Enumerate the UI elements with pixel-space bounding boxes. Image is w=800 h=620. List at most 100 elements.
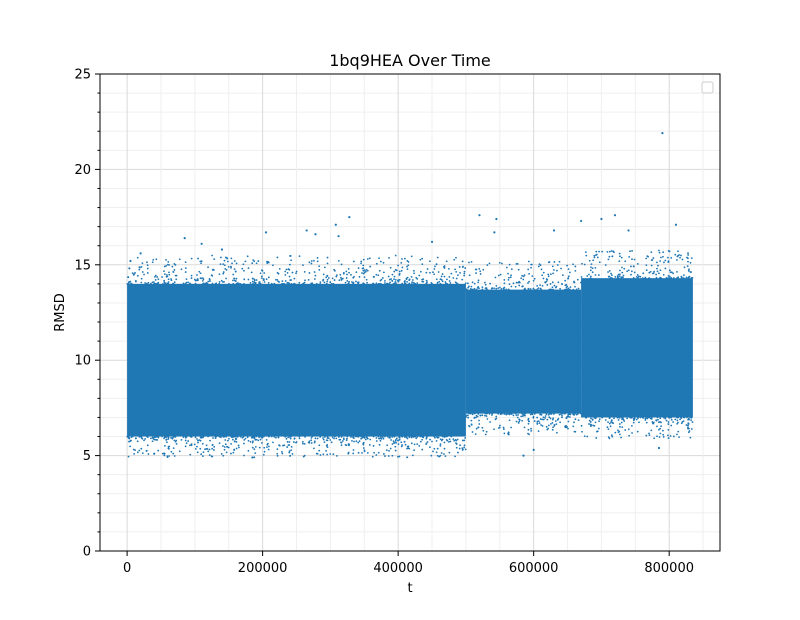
scatter-point [495, 415, 498, 418]
scatter-point [289, 255, 292, 257]
scatter-point [435, 263, 438, 266]
scatter-point [230, 443, 232, 445]
scatter-point [362, 269, 365, 272]
scatter-point [242, 263, 245, 266]
scatter-point [588, 273, 590, 276]
scatter-point [243, 278, 246, 281]
scatter-point [263, 281, 266, 283]
scatter-point [475, 268, 478, 271]
scatter-point [262, 453, 265, 456]
scatter-point [238, 282, 240, 285]
scatter-point [636, 430, 639, 433]
scatter-outlier-point [495, 217, 498, 221]
scatter-point [298, 435, 301, 438]
scatter-point [676, 422, 679, 425]
scatter-point [208, 278, 211, 281]
scatter-point [389, 447, 392, 450]
scatter-point [308, 272, 311, 274]
scatter-point [656, 425, 658, 428]
scatter-point [214, 282, 217, 285]
scatter-point [288, 275, 291, 278]
scatter-point [678, 436, 680, 439]
scatter-point [551, 418, 554, 421]
scatter-point [574, 269, 577, 272]
scatter-point [630, 424, 633, 427]
scatter-point [326, 278, 329, 281]
scatter-point [232, 273, 235, 276]
scatter-point [394, 281, 397, 283]
scatter-point [533, 277, 536, 280]
scatter-outlier-point [661, 132, 664, 135]
scatter-point [295, 272, 297, 275]
scatter-point [257, 439, 260, 442]
scatter-point [624, 260, 627, 263]
scatter-point [406, 447, 408, 450]
scatter-point [488, 413, 491, 415]
scatter-point [283, 282, 286, 285]
scatter-point [527, 268, 530, 271]
scatter-point [363, 450, 366, 453]
scatter-point [435, 451, 438, 454]
scatter-point [225, 268, 228, 271]
scatter-point [656, 435, 658, 438]
scatter-point [567, 277, 570, 279]
scatter-point [538, 422, 541, 424]
scatter-point [448, 441, 450, 443]
scatter-point [514, 285, 517, 288]
scatter-point [477, 413, 480, 415]
scatter-point [262, 435, 265, 438]
scatter-point [672, 421, 674, 423]
scatter-point [222, 445, 224, 447]
scatter-point [165, 441, 168, 444]
scatter-point [243, 454, 245, 457]
scatter-point [207, 450, 210, 453]
scatter-point [298, 437, 301, 440]
scatter-point [551, 281, 554, 284]
scatter-point [127, 436, 130, 438]
scatter-point [254, 445, 257, 448]
scatter-point [507, 412, 510, 415]
scatter-point [680, 417, 683, 419]
scatter-point [202, 455, 204, 458]
scatter-point [510, 268, 513, 271]
scatter-point [280, 450, 283, 453]
scatter-point [549, 283, 552, 285]
scatter-point [277, 280, 280, 283]
chart-title: 1bq9HEA Over Time [329, 51, 491, 70]
scatter-point [541, 274, 544, 277]
scatter-point [552, 426, 554, 429]
scatter-point [401, 266, 404, 269]
scatter-point [325, 276, 328, 279]
scatter-point [678, 254, 680, 256]
scatter-point [561, 414, 563, 417]
scatter-point [235, 438, 238, 440]
scatter-point [539, 418, 542, 420]
scatter-point [322, 273, 325, 276]
scatter-point [425, 443, 428, 446]
scatter-point [353, 440, 355, 443]
scatter-point [288, 268, 291, 271]
scatter-point [459, 444, 461, 447]
scatter-point [528, 272, 530, 275]
scatter-points [129, 132, 678, 459]
scatter-point [662, 436, 665, 438]
scatter-point [326, 453, 329, 456]
scatter-point [566, 415, 569, 418]
scatter-point [518, 281, 521, 284]
scatter-point [325, 449, 328, 452]
scatter-point [631, 250, 633, 252]
scatter-point [199, 277, 202, 280]
scatter-point [301, 282, 304, 285]
scatter-point [508, 263, 511, 266]
scatter-point [428, 446, 431, 449]
scatter-point [443, 266, 446, 269]
scatter-point [612, 250, 615, 253]
scatter-point [537, 420, 540, 422]
scatter-point [383, 453, 385, 455]
scatter-point [267, 435, 270, 438]
scatter-point [559, 421, 562, 424]
scatter-point [550, 422, 552, 425]
scatter-point [584, 416, 587, 419]
scatter-point [404, 280, 406, 282]
scatter-point [589, 421, 592, 423]
